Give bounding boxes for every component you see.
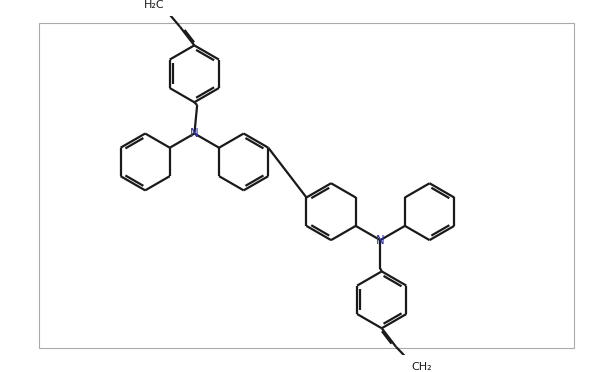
Text: N: N [376, 234, 385, 247]
Text: H₂C: H₂C [144, 0, 165, 10]
Text: N: N [190, 127, 199, 140]
Text: CH₂: CH₂ [411, 362, 432, 372]
